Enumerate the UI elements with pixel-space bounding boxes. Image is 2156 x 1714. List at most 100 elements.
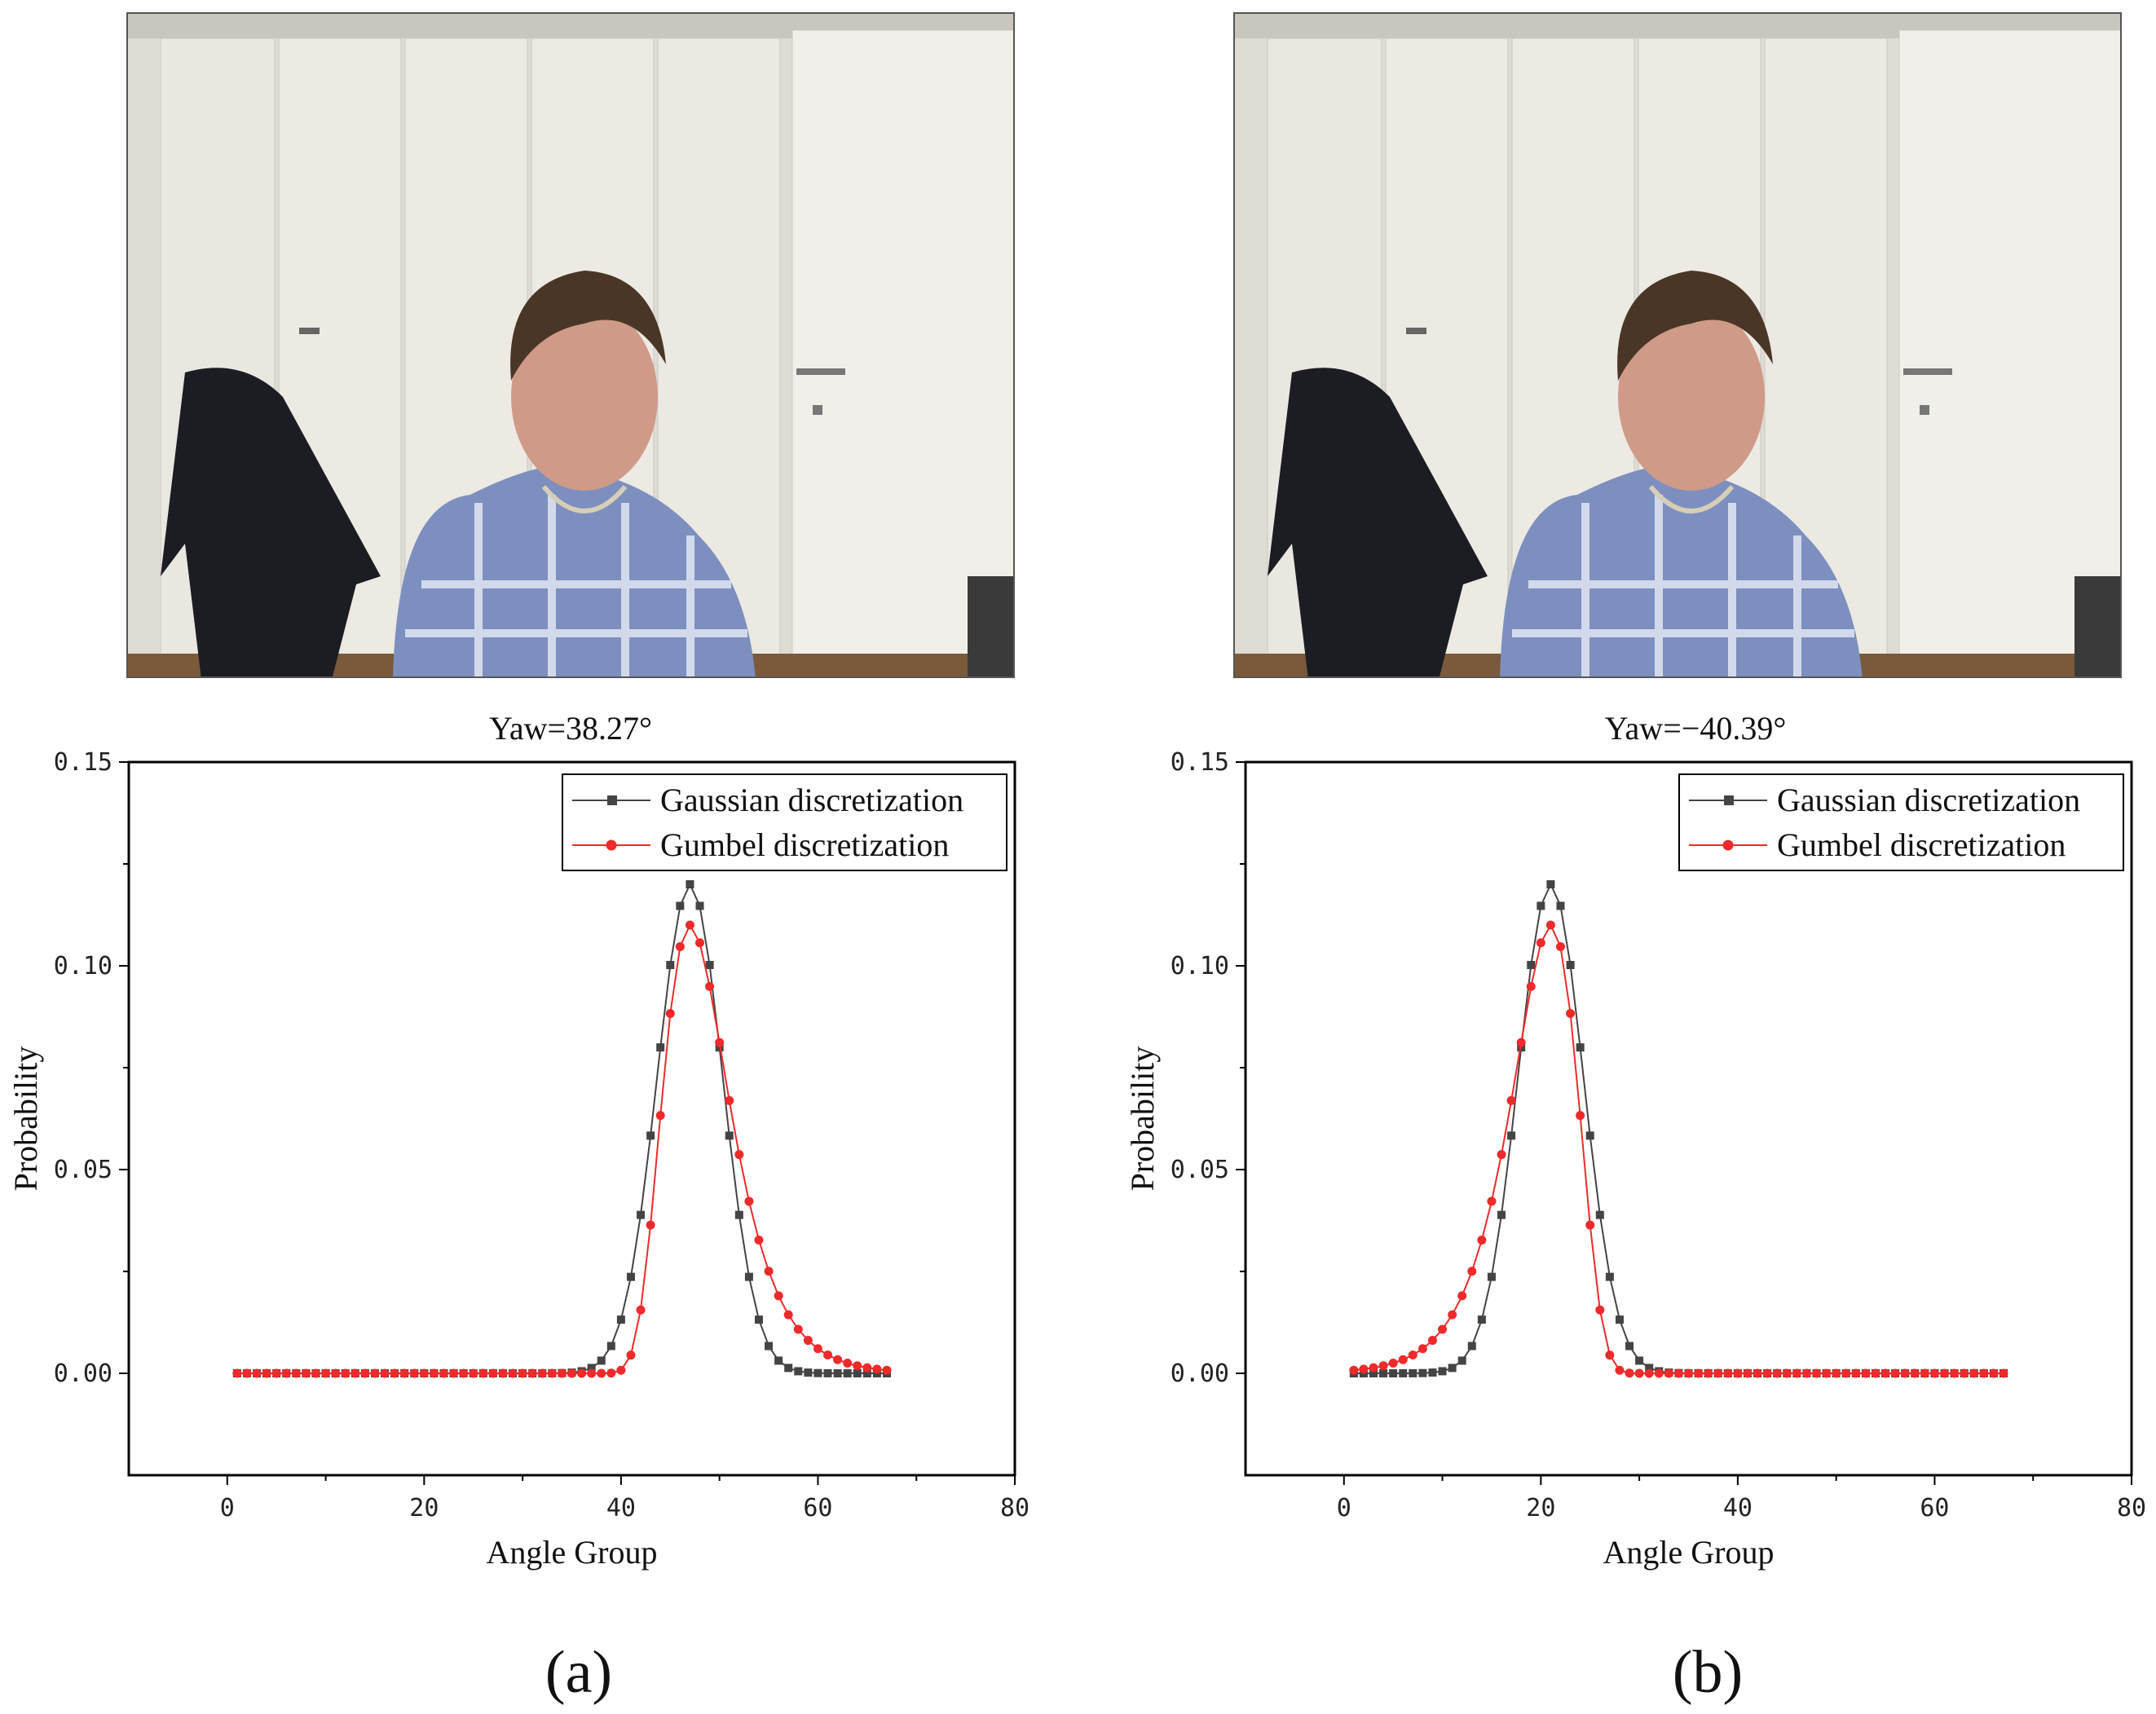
legend-gaussian-label: Gaussian discretization: [660, 782, 963, 818]
gumbel-point: [1822, 1368, 1832, 1378]
gumbel-point: [1438, 1324, 1448, 1334]
y-tick-label: 0.10: [54, 952, 112, 980]
gaussian-point: [1576, 1043, 1585, 1052]
gaussian-point: [626, 1272, 635, 1281]
gumbel-point: [390, 1368, 399, 1378]
gumbel-point: [1920, 1368, 1929, 1378]
gumbel-point: [1369, 1363, 1378, 1373]
x-axis-label: Angle Group: [487, 1534, 658, 1571]
gumbel-point: [281, 1368, 291, 1378]
gaussian-point: [637, 1210, 646, 1219]
gaussian-point: [1399, 1368, 1408, 1377]
x-tick-label: 80: [2117, 1494, 2146, 1522]
gumbel-point: [1999, 1368, 2008, 1378]
panel-label-a: (a): [545, 1639, 613, 1706]
gumbel-point: [1960, 1368, 1969, 1378]
gumbel-point: [872, 1364, 882, 1374]
gumbel-point: [321, 1368, 331, 1378]
gumbel-point: [537, 1368, 547, 1378]
gumbel-point: [764, 1267, 774, 1276]
gaussian-point: [1438, 1367, 1447, 1376]
gumbel-point: [370, 1368, 380, 1378]
gumbel-point: [291, 1368, 301, 1378]
y-tick-label: 0.05: [54, 1156, 112, 1184]
gumbel-point: [843, 1359, 853, 1368]
gumbel-line: [236, 923, 888, 1374]
legend-gumbel-label: Gumbel discretization: [660, 826, 949, 863]
gaussian-point: [1409, 1368, 1417, 1377]
gumbel-point: [1408, 1350, 1417, 1359]
gumbel-point: [616, 1365, 626, 1375]
gumbel-point: [1448, 1310, 1457, 1320]
gumbel-point: [488, 1368, 498, 1378]
gumbel-point: [862, 1363, 872, 1373]
gaussian-point: [695, 901, 704, 910]
gaussian-point: [1556, 901, 1565, 910]
gumbel-point: [360, 1368, 370, 1378]
gumbel-point: [1536, 938, 1545, 948]
gumbel-point: [1704, 1368, 1713, 1378]
gumbel-point: [695, 938, 705, 948]
gumbel-point: [853, 1361, 862, 1371]
gumbel-point: [1654, 1368, 1664, 1378]
gumbel-point: [1605, 1350, 1615, 1360]
gaussian-point: [843, 1368, 852, 1377]
gumbel-point: [1388, 1359, 1398, 1368]
gumbel-point: [1576, 1111, 1585, 1121]
gaussian-point: [774, 1356, 783, 1365]
gumbel-point: [1417, 1344, 1427, 1354]
gaussian-point: [1615, 1315, 1624, 1324]
gaussian-point: [1477, 1315, 1486, 1324]
gaussian-point: [1605, 1272, 1614, 1281]
gumbel-point: [1378, 1361, 1388, 1371]
photo-panel-b: [1233, 12, 2122, 678]
gumbel-point: [252, 1368, 262, 1378]
gumbel-point: [1673, 1368, 1683, 1378]
gumbel-point: [1516, 1038, 1526, 1047]
gaussian-point: [823, 1368, 832, 1377]
gaussian-point: [744, 1272, 753, 1281]
gaussian-point: [1379, 1368, 1388, 1377]
gaussian-point: [1457, 1356, 1466, 1365]
gumbel-point: [1979, 1368, 1989, 1378]
gumbel-point: [744, 1196, 754, 1206]
chart-a: 0 20 40 60 80 0.00 0.05 0.10 0.15 Angle Group Prob…: [7, 748, 1030, 1571]
gumbel-point: [1743, 1368, 1753, 1378]
gaussian-point: [646, 1131, 655, 1140]
series-gaussian: [1349, 880, 2008, 1377]
gumbel-point: [626, 1350, 636, 1360]
gaussian-point: [1369, 1368, 1378, 1377]
gumbel-point: [478, 1368, 488, 1378]
panel-label-b: (b): [1672, 1639, 1744, 1706]
gumbel-point: [399, 1368, 409, 1378]
gumbel-point: [813, 1344, 822, 1354]
gumbel-point: [675, 941, 685, 951]
gumbel-point: [1585, 1220, 1595, 1230]
gaussian-point: [862, 1368, 871, 1377]
gumbel-point: [311, 1368, 320, 1378]
gumbel-point: [1801, 1368, 1811, 1378]
gumbel-point: [803, 1336, 813, 1346]
gumbel-point: [1832, 1368, 1841, 1378]
gaussian-point: [1418, 1368, 1427, 1377]
gaussian-point: [587, 1364, 596, 1373]
gumbel-point: [380, 1368, 390, 1378]
gumbel-point: [655, 1111, 665, 1121]
yaw-caption-b: Yaw=−40.39°: [1604, 710, 1787, 747]
x-tick-label: 0: [220, 1494, 235, 1522]
gumbel-point: [547, 1368, 557, 1378]
gumbel-point: [1989, 1368, 1999, 1378]
x-tick-label: 20: [1526, 1494, 1555, 1522]
gumbel-point: [527, 1368, 537, 1378]
gaussian-point: [833, 1368, 842, 1377]
gumbel-point: [1684, 1368, 1693, 1378]
gaussian-point: [606, 1342, 615, 1350]
gaussian-point: [1389, 1368, 1398, 1377]
y-tick-label: 0.05: [1171, 1156, 1229, 1184]
gumbel-point: [1910, 1368, 1920, 1378]
gumbel-point: [754, 1236, 764, 1245]
x-tick-label: 40: [1723, 1494, 1753, 1522]
gaussian-point: [1507, 1131, 1516, 1140]
gumbel-point: [232, 1368, 242, 1378]
x-tick-label: 80: [1000, 1494, 1030, 1522]
